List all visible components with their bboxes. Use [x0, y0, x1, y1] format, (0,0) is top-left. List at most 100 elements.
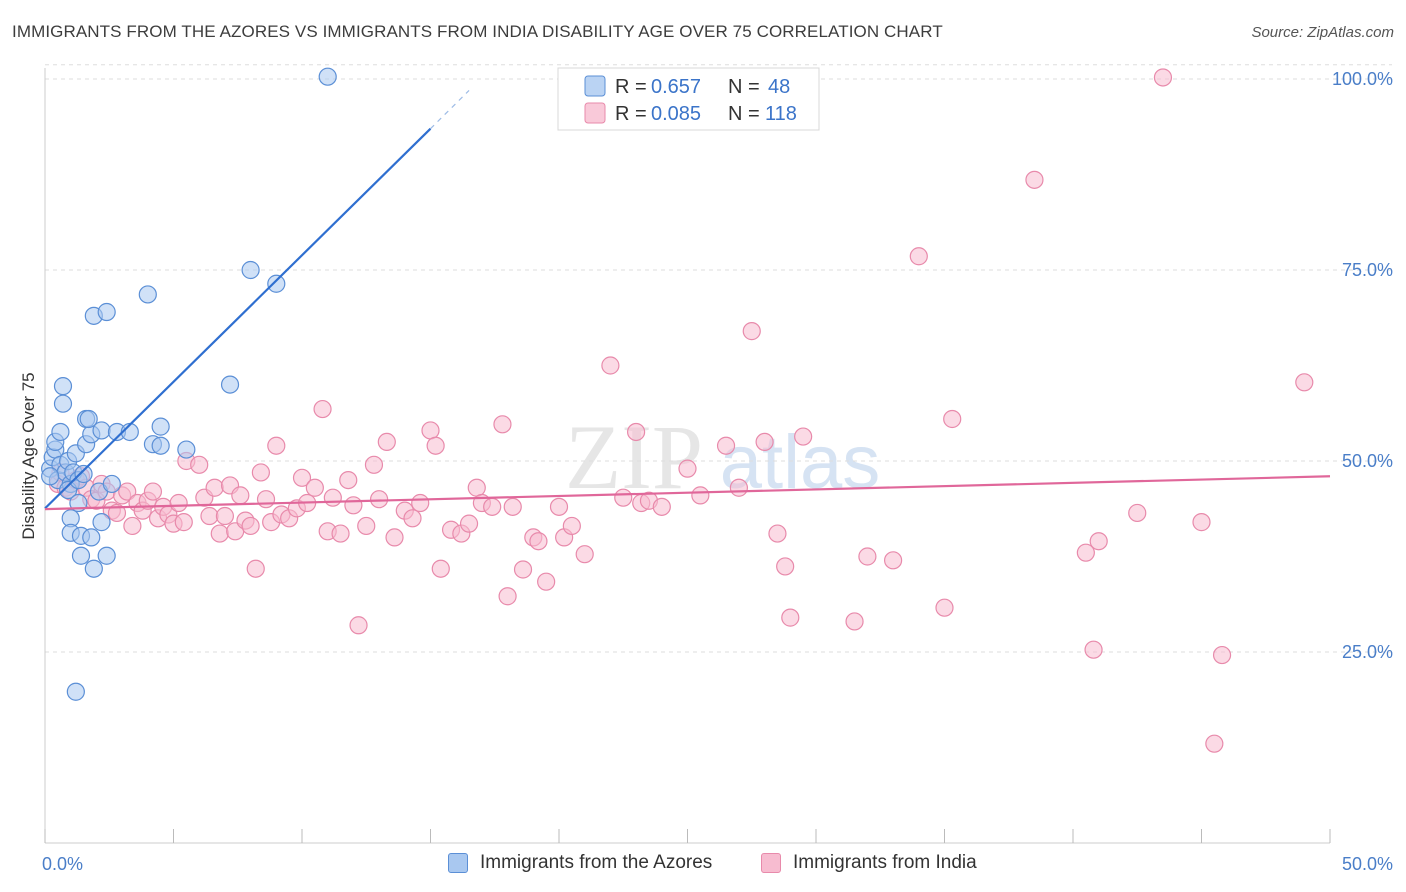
- india-point-51: [323, 488, 342, 507]
- legend-label-india: Immigrants from India: [793, 852, 977, 873]
- india-point-108: [1084, 640, 1103, 659]
- india-point-85: [614, 488, 633, 507]
- y-tick-label-25: 25.0%: [1342, 642, 1393, 662]
- india-point-63: [411, 493, 430, 513]
- legend-n-value-azores: 48: [768, 76, 790, 98]
- india-point-55: [349, 616, 368, 635]
- india-point-56: [357, 516, 376, 536]
- india-point-107: [1076, 543, 1095, 562]
- india-point-64: [421, 421, 440, 440]
- india-point-84: [601, 356, 620, 375]
- india-point-60: [385, 528, 404, 547]
- tick-labels: 25.0% 50.0% 75.0% 100.0% 0.0% 50.0%: [42, 69, 1393, 874]
- azores-point-45: [318, 67, 337, 86]
- india-point-90: [678, 459, 697, 478]
- india-point-104: [935, 598, 954, 617]
- india-trend-line: [44, 475, 1331, 511]
- india-point-97: [776, 557, 795, 576]
- gridlines: [45, 64, 1392, 653]
- india-point-65: [426, 436, 445, 455]
- x-tick-label-max: 50.0%: [1342, 854, 1393, 874]
- india-point-42: [267, 436, 286, 455]
- azores-point-42: [220, 375, 240, 394]
- india-point-115: [1295, 373, 1314, 392]
- india-point-98: [781, 608, 800, 627]
- india-point-89: [652, 497, 671, 516]
- india-point-24: [169, 493, 188, 513]
- india-point-62: [403, 509, 422, 528]
- azores-point-21: [84, 559, 103, 578]
- india-point-111: [1153, 68, 1173, 87]
- india-point-103: [909, 247, 928, 266]
- watermark: ZIP atlas: [565, 406, 880, 508]
- india-point-94: [742, 322, 761, 341]
- legend-r-value-india: 0.085: [651, 103, 701, 125]
- india-point-31: [210, 524, 229, 543]
- y-tick-label-50: 50.0%: [1342, 451, 1393, 471]
- india-point-102: [883, 551, 903, 570]
- azores-point-27: [79, 409, 98, 429]
- india-point-19: [143, 482, 163, 501]
- legend-swatch-azores: [584, 75, 606, 97]
- india-point-14: [118, 482, 137, 501]
- india-point-80: [549, 497, 569, 516]
- legend-r-label-azores: R =: [615, 76, 647, 98]
- india-point-109: [1089, 532, 1108, 551]
- azores-point-47: [66, 682, 85, 701]
- india-point-114: [1212, 645, 1232, 665]
- azores-point-9: [51, 422, 70, 442]
- india-point-32: [215, 506, 234, 526]
- x-tick-label-min: 0.0%: [42, 854, 83, 874]
- trend-lines: [44, 90, 1331, 511]
- india-point-69: [459, 514, 479, 533]
- legend-swatch-india: [584, 102, 606, 124]
- india-point-73: [493, 415, 512, 434]
- india-point-38: [246, 559, 265, 578]
- india-point-78: [529, 532, 548, 551]
- azores-point-37: [138, 285, 157, 304]
- azores-point-29: [92, 513, 111, 532]
- india-point-110: [1128, 503, 1147, 523]
- y-tick-label-100: 100.0%: [1332, 69, 1393, 89]
- india-point-46: [292, 468, 312, 487]
- india-point-76: [513, 560, 533, 579]
- india-point-57: [364, 455, 384, 474]
- y-axis-label: Disability Age Over 75: [19, 372, 38, 539]
- azores-point-22: [71, 546, 91, 565]
- india-point-91: [691, 486, 710, 505]
- india-point-112: [1192, 513, 1211, 532]
- india-point-86: [626, 422, 646, 442]
- legend-item-azores[interactable]: Immigrants from the Azores: [448, 852, 712, 874]
- india-point-105: [943, 409, 962, 429]
- india-point-113: [1205, 734, 1224, 753]
- india-point-53: [339, 471, 358, 490]
- india-point-101: [858, 547, 877, 566]
- azores-point-32: [102, 474, 121, 494]
- india-point-100: [845, 612, 864, 631]
- india-point-52: [331, 524, 350, 543]
- india-point-54: [344, 496, 363, 515]
- azores-point-36: [97, 302, 116, 322]
- azores-trend-line: [44, 127, 432, 510]
- india-point-83: [575, 545, 594, 564]
- india-point-30: [205, 478, 224, 497]
- india-point-48: [305, 478, 324, 497]
- series-legend: Immigrants from the Azores Immigrants fr…: [0, 850, 1406, 880]
- legend-item-india[interactable]: Immigrants from India: [761, 852, 977, 874]
- legend-r-value-azores: 0.657: [651, 76, 701, 98]
- india-point-35: [231, 486, 250, 505]
- azores-point-44: [267, 274, 286, 293]
- azores-point-20: [82, 528, 101, 547]
- india-point-40: [256, 490, 276, 509]
- india-point-12: [107, 503, 127, 523]
- watermark-zip: ZIP: [565, 406, 703, 508]
- azores-point-40: [151, 417, 170, 436]
- azores-point-31: [97, 546, 116, 565]
- india-point-106: [1025, 170, 1044, 189]
- azores-point-41: [177, 440, 196, 459]
- legend-swatch-india-bottom: [761, 853, 781, 873]
- azores-point-39: [151, 436, 170, 455]
- azores-trend-extension: [430, 90, 470, 130]
- azores-point-24: [74, 464, 93, 484]
- india-point-92: [716, 436, 736, 455]
